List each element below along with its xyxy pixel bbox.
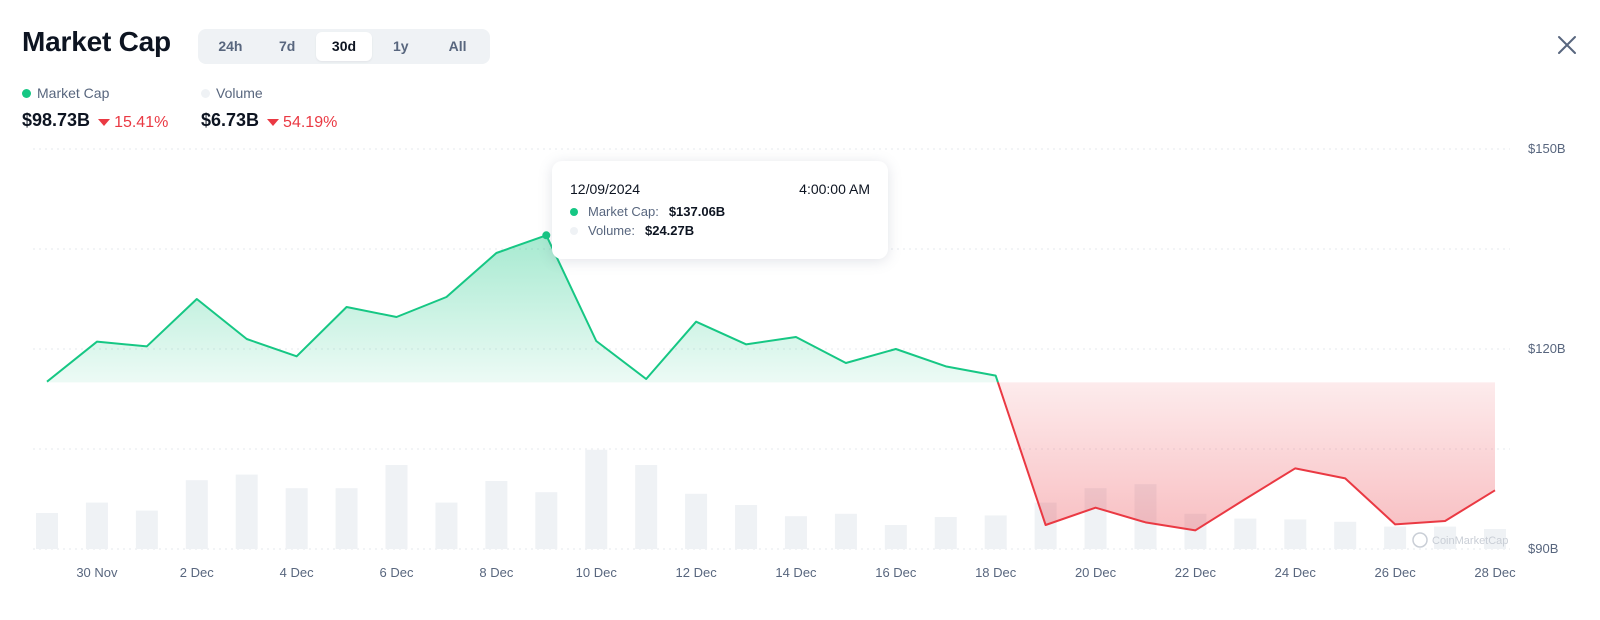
volume-dot-icon xyxy=(570,226,578,235)
tooltip-volume-label: Volume: xyxy=(588,223,635,238)
y-tick-label: $120B xyxy=(1528,341,1566,356)
tab-1y[interactable]: 1y xyxy=(393,38,409,54)
volume-change-value: 54.19% xyxy=(283,113,338,131)
volume-bar xyxy=(285,488,308,549)
tab-all[interactable]: All xyxy=(448,38,467,54)
tooltip-market-cap-value: $137.06B xyxy=(668,204,726,219)
down-triangle-icon xyxy=(267,119,280,126)
x-tick-label: 22 Dec xyxy=(1175,565,1217,580)
tooltip-market-cap-row: Market Cap: $137.06B xyxy=(570,204,870,219)
x-tick-label: 18 Dec xyxy=(975,565,1017,580)
volume-bar xyxy=(1334,521,1357,549)
watermark-logo-icon xyxy=(1412,532,1428,548)
volume-dot-icon xyxy=(201,88,210,98)
x-tick-label: 30 Nov xyxy=(76,565,118,580)
volume-bar xyxy=(435,502,458,549)
y-tick-label: $90B xyxy=(1528,541,1558,556)
volume-bar xyxy=(85,502,108,549)
tab-24h[interactable]: 24h xyxy=(218,38,243,54)
page-title: Market Cap xyxy=(22,26,171,57)
volume-change: 54.19% xyxy=(267,114,337,132)
x-tick-label: 8 Dec xyxy=(479,565,513,580)
x-tick-label: 26 Dec xyxy=(1375,565,1417,580)
volume-bar xyxy=(485,481,508,549)
x-tick-label: 10 Dec xyxy=(576,565,618,580)
market-cap-stat: $98.73B 15.41% xyxy=(22,110,168,132)
volume-bar xyxy=(685,493,708,549)
x-tick-label: 6 Dec xyxy=(380,565,414,580)
market-cap-line-down xyxy=(996,382,1496,532)
tooltip-market-cap-label: Market Cap: xyxy=(588,204,659,219)
volume-bar xyxy=(535,492,558,549)
market-cap-change: 15.41% xyxy=(98,114,168,132)
x-tick-label: 14 Dec xyxy=(775,565,817,580)
tooltip-volume-row: Volume: $24.27B xyxy=(570,223,870,238)
volume-bar xyxy=(585,449,608,549)
time-range-tabs: 24h 7d 30d 1y All xyxy=(198,29,490,64)
volume-bar xyxy=(185,480,208,549)
volume-value: $6.73B xyxy=(201,110,260,130)
market-cap-area-up xyxy=(47,235,998,383)
tab-30d[interactable]: 30d xyxy=(315,32,373,61)
y-tick-label: $150B xyxy=(1528,141,1566,156)
legend-volume[interactable]: Volume xyxy=(201,85,263,101)
market-cap-dot-icon xyxy=(22,88,31,98)
volume-bar xyxy=(934,517,957,549)
tooltip-time: 4:00:00 AM xyxy=(799,181,870,197)
volume-bar xyxy=(1434,526,1457,549)
volume-bar xyxy=(735,505,758,549)
close-icon[interactable] xyxy=(1556,34,1578,56)
tab-7d[interactable]: 7d xyxy=(279,38,296,54)
x-tick-label: 4 Dec xyxy=(280,565,314,580)
volume-bar xyxy=(135,510,158,549)
volume-bar xyxy=(335,488,358,549)
x-tick-label: 2 Dec xyxy=(180,565,214,580)
volume-bar xyxy=(1484,529,1506,549)
down-triangle-icon xyxy=(98,119,111,126)
volume-bar xyxy=(784,516,807,549)
volume-bar xyxy=(1234,518,1257,549)
volume-bar xyxy=(235,474,258,549)
volume-bar xyxy=(984,515,1007,549)
legend-market-cap-label: Market Cap xyxy=(37,85,110,101)
tooltip-volume-value: $24.27B xyxy=(644,223,695,238)
volume-bar xyxy=(36,513,58,549)
x-tick-label: 16 Dec xyxy=(875,565,917,580)
legend-volume-label: Volume xyxy=(216,85,263,101)
volume-bar xyxy=(1284,519,1307,549)
x-tick-label: 20 Dec xyxy=(1075,565,1117,580)
market-cap-dot-icon xyxy=(570,207,578,216)
volume-stat: $6.73B 54.19% xyxy=(201,110,337,132)
chart-tooltip: 12/09/2024 4:00:00 AM Market Cap: $137.0… xyxy=(552,161,888,259)
legend-market-cap[interactable]: Market Cap xyxy=(22,85,109,101)
market-cap-change-value: 15.41% xyxy=(114,113,169,131)
x-tick-label: 12 Dec xyxy=(676,565,718,580)
volume-bar xyxy=(1384,526,1407,549)
tooltip-date: 12/09/2024 xyxy=(570,181,641,197)
volume-bar xyxy=(884,525,907,549)
market-cap-value: $98.73B xyxy=(22,110,91,130)
volume-bar xyxy=(834,513,857,549)
volume-bar xyxy=(635,465,658,549)
x-tick-label: 24 Dec xyxy=(1275,565,1317,580)
hover-point xyxy=(542,231,551,240)
x-tick-label: 28 Dec xyxy=(1474,565,1516,580)
market-cap-area-down xyxy=(997,382,1495,531)
watermark-text: CoinMarketCap xyxy=(1432,535,1508,547)
volume-bar xyxy=(385,465,408,549)
